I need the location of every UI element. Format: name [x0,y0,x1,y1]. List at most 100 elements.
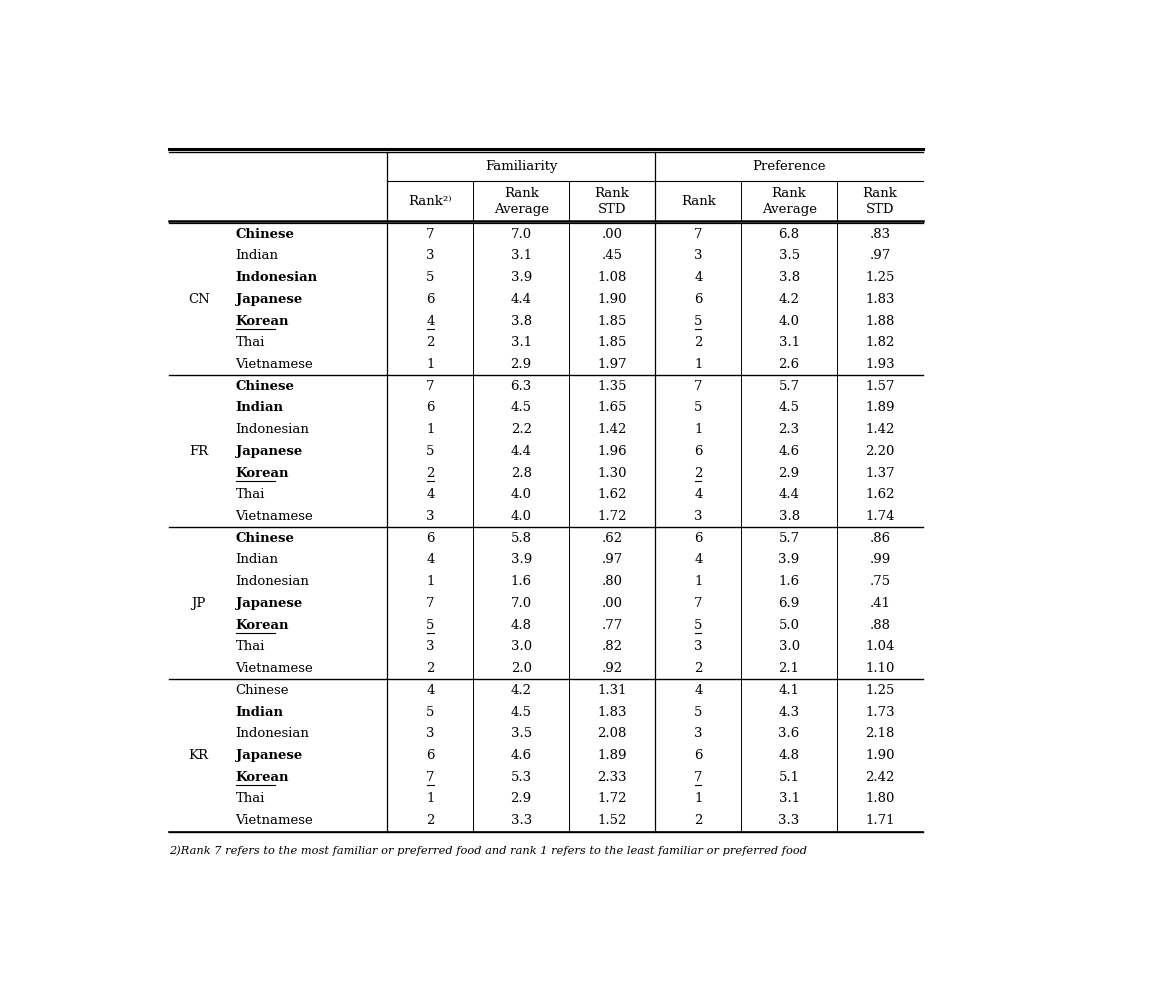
Text: 7: 7 [694,771,702,784]
Text: 7: 7 [427,380,435,393]
Text: 1: 1 [694,423,702,437]
Text: Thai: Thai [236,792,265,806]
Text: 3: 3 [427,641,435,653]
Text: 2: 2 [427,466,435,479]
Text: Rank
Average: Rank Average [493,187,548,216]
Text: 4.8: 4.8 [778,749,799,762]
Text: Vietnamese: Vietnamese [236,358,313,371]
Text: .41: .41 [870,597,891,610]
Text: 1.89: 1.89 [865,401,894,415]
Text: 3.3: 3.3 [778,814,799,828]
Text: 1: 1 [694,358,702,371]
Text: 3.5: 3.5 [778,249,799,262]
Text: 2: 2 [694,662,702,675]
Text: 7.0: 7.0 [511,228,532,241]
Text: 7: 7 [427,228,435,241]
Text: .83: .83 [870,228,891,241]
Text: 4.0: 4.0 [511,510,532,523]
Text: 6: 6 [694,532,702,544]
Text: 1: 1 [694,792,702,806]
Text: 1.10: 1.10 [865,662,894,675]
Text: 4.3: 4.3 [778,706,799,719]
Text: Chinese: Chinese [236,684,289,697]
Text: 1.25: 1.25 [865,684,894,697]
Text: .92: .92 [601,662,622,675]
Text: 4.4: 4.4 [778,488,799,501]
Text: Rank
STD: Rank STD [594,187,629,216]
Text: 1: 1 [427,423,435,437]
Text: 5: 5 [694,619,702,632]
Text: .82: .82 [601,641,622,653]
Text: 4: 4 [427,488,435,501]
Text: 1.85: 1.85 [598,315,627,328]
Text: Rank²⁾: Rank²⁾ [409,195,452,208]
Text: 1.72: 1.72 [598,510,627,523]
Text: 3.3: 3.3 [511,814,532,828]
Text: 2.3: 2.3 [778,423,799,437]
Text: 4.6: 4.6 [511,749,532,762]
Text: .80: .80 [601,575,622,588]
Text: 3.8: 3.8 [778,510,799,523]
Text: 3: 3 [427,249,435,262]
Text: 4.6: 4.6 [778,445,799,457]
Text: 5.7: 5.7 [778,380,799,393]
Text: Indian: Indian [236,401,284,415]
Text: 5: 5 [427,619,435,632]
Text: 3.1: 3.1 [511,249,532,262]
Text: 3: 3 [427,728,435,741]
Text: 2: 2 [694,466,702,479]
Text: 1.08: 1.08 [598,271,627,284]
Text: 3.0: 3.0 [778,641,799,653]
Text: Indian: Indian [236,553,279,566]
Text: 1: 1 [427,792,435,806]
Text: 1.83: 1.83 [598,706,627,719]
Text: 1.90: 1.90 [865,749,894,762]
Text: Thai: Thai [236,641,265,653]
Text: 7: 7 [694,228,702,241]
Text: 6: 6 [427,293,435,306]
Text: FR: FR [189,445,209,457]
Text: Korean: Korean [236,771,289,784]
Text: Rank
STD: Rank STD [863,187,898,216]
Text: 1.04: 1.04 [865,641,894,653]
Text: 1.96: 1.96 [598,445,627,457]
Text: .75: .75 [870,575,891,588]
Text: 4.8: 4.8 [511,619,532,632]
Text: 3.8: 3.8 [511,315,532,328]
Text: 1: 1 [427,575,435,588]
Text: 6.3: 6.3 [511,380,532,393]
Text: Japanese: Japanese [236,445,301,457]
Text: 1.31: 1.31 [598,684,627,697]
Text: 1: 1 [427,358,435,371]
Text: .00: .00 [601,228,622,241]
Text: .97: .97 [870,249,891,262]
Text: 1.35: 1.35 [598,380,627,393]
Text: 1: 1 [694,575,702,588]
Text: 3.9: 3.9 [511,271,532,284]
Text: Rank
Average: Rank Average [762,187,817,216]
Text: 3.6: 3.6 [778,728,799,741]
Text: 6: 6 [694,445,702,457]
Text: 5: 5 [427,445,435,457]
Text: 1.73: 1.73 [865,706,894,719]
Text: 1.85: 1.85 [598,337,627,349]
Text: Korean: Korean [236,315,289,328]
Text: Japanese: Japanese [236,749,301,762]
Text: 2.33: 2.33 [598,771,627,784]
Text: 1.80: 1.80 [865,792,894,806]
Text: 1.6: 1.6 [511,575,532,588]
Text: 1.42: 1.42 [598,423,627,437]
Text: 5: 5 [694,706,702,719]
Text: Indonesian: Indonesian [236,271,318,284]
Text: 2.9: 2.9 [778,466,799,479]
Text: .00: .00 [601,597,622,610]
Text: 4.4: 4.4 [511,293,532,306]
Text: 5.7: 5.7 [778,532,799,544]
Text: 1.71: 1.71 [865,814,894,828]
Text: 6: 6 [694,293,702,306]
Text: 2.6: 2.6 [778,358,799,371]
Text: 6: 6 [427,749,435,762]
Text: Familiarity: Familiarity [485,160,558,173]
Text: 2: 2 [694,337,702,349]
Text: 3: 3 [694,510,702,523]
